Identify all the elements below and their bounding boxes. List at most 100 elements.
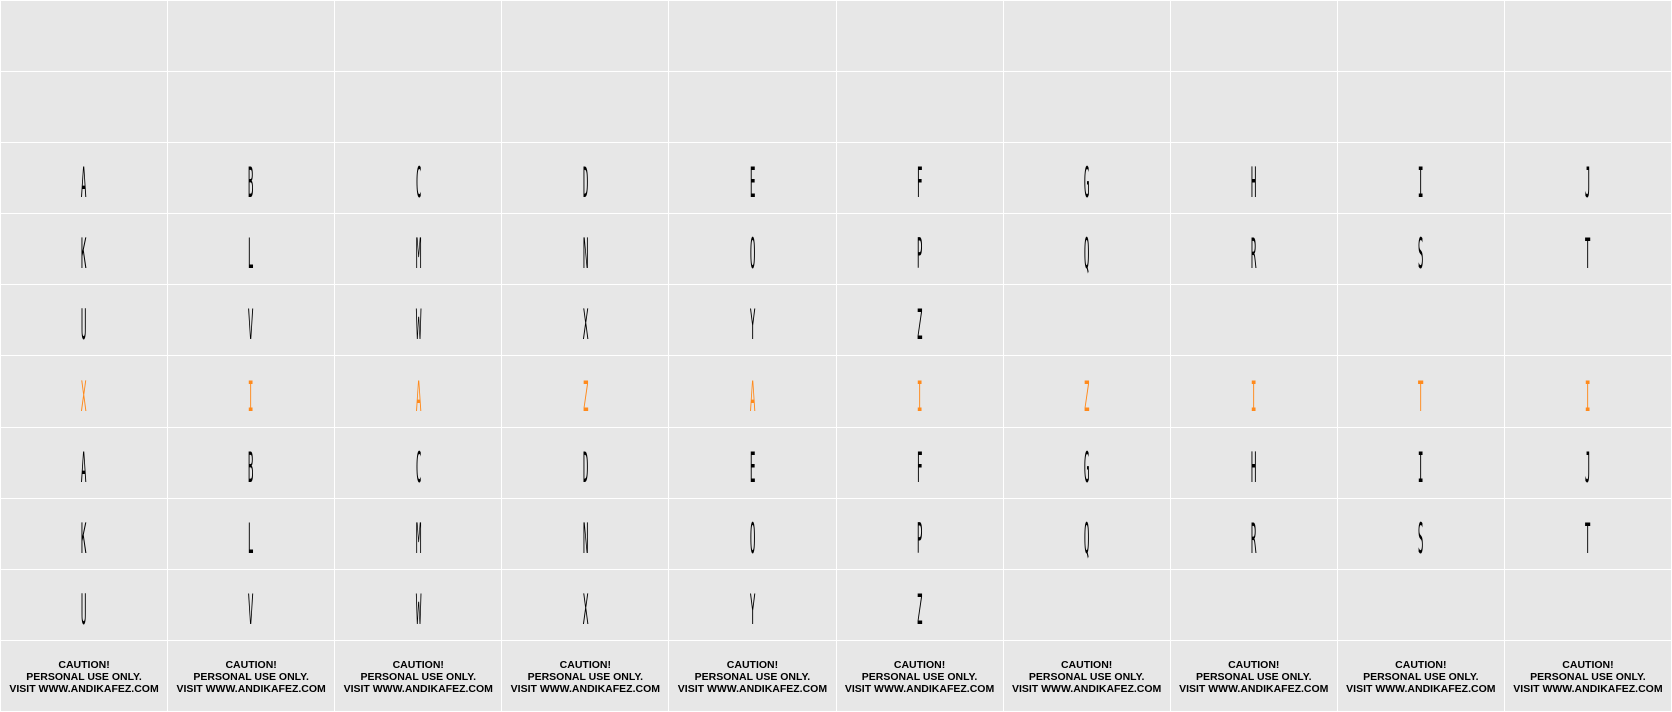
caution-line3: VISIT WWW.ANDIKAFEZ.COM	[1346, 682, 1496, 695]
glyph-cell: I	[1337, 143, 1504, 214]
glyph-letter: V	[248, 584, 254, 634]
glyph-cell: F	[836, 143, 1003, 214]
glyph-letter: P	[916, 229, 923, 279]
glyph-cell: T	[1337, 356, 1504, 427]
empty-cell	[502, 1, 669, 72]
empty-cell	[1003, 1, 1170, 72]
glyph-cell	[1337, 285, 1504, 356]
glyph-cell	[1170, 285, 1337, 356]
glyph-cell: T	[1504, 498, 1671, 569]
caution-notice: CAUTION! PERSONAL USE ONLY. VISIT WWW.ANDI…	[1513, 657, 1662, 695]
accent-glyph: A	[749, 371, 756, 421]
glyph-letter: Y	[749, 584, 756, 634]
caution-line1: CAUTION!	[392, 658, 444, 671]
glyph-letter: B	[248, 442, 254, 492]
glyph-cell: Q	[1003, 214, 1170, 285]
glyph-letter: R	[1250, 513, 1257, 563]
glyph-letter: Z	[916, 584, 923, 634]
glyph-cell: H	[1170, 143, 1337, 214]
glyph-cell: A	[1, 143, 168, 214]
glyph-cell: A	[335, 356, 502, 427]
glyph-cell: V	[168, 569, 335, 640]
glyph-letter: O	[749, 513, 756, 563]
glyph-cell	[1504, 285, 1671, 356]
glyph-letter: G	[1083, 158, 1090, 208]
glyph-letter: T	[1585, 513, 1591, 563]
glyph-cell: A	[669, 356, 836, 427]
empty-cell	[335, 72, 502, 143]
caution-line3: VISIT WWW.ANDIKAFEZ.COM	[844, 682, 995, 695]
glyph-cell: Z	[502, 356, 669, 427]
glyph-cell: K	[1, 214, 168, 285]
glyph-letter: D	[582, 442, 589, 492]
glyph-cell: P	[836, 214, 1003, 285]
accent-glyph: X	[81, 371, 87, 421]
glyph-cell: L	[168, 498, 335, 569]
caution-line1: CAUTION!	[1562, 658, 1614, 671]
empty-cell	[836, 72, 1003, 143]
glyph-cell: S	[1337, 498, 1504, 569]
glyph-letter: H	[1250, 442, 1257, 492]
glyph-cell: D	[502, 143, 669, 214]
caution-line3: VISIT WWW.ANDIKAFEZ.COM	[1011, 682, 1162, 695]
glyph-cell	[1003, 285, 1170, 356]
caution-notice: CAUTION! PERSONAL USE ONLY. VISIT WWW.ANDI…	[1012, 657, 1161, 695]
caution-notice: CAUTION! PERSONAL USE ONLY. VISIT WWW.ANDI…	[176, 657, 325, 695]
caution-cell: CAUTION! PERSONAL USE ONLY. VISIT WWW.ANDI…	[1504, 640, 1671, 711]
caution-cell: CAUTION! PERSONAL USE ONLY. VISIT WWW.ANDI…	[669, 640, 836, 711]
glyph-cell: D	[502, 427, 669, 498]
caution-line3: VISIT WWW.ANDIKAFEZ.COM	[9, 682, 159, 695]
glyph-letter: E	[749, 442, 756, 492]
caution-line1: CAUTION!	[1228, 658, 1280, 671]
glyph-cell: X	[502, 285, 669, 356]
glyph-letter: V	[248, 300, 254, 350]
glyph-letter: T	[1585, 229, 1591, 279]
glyph-cell	[1337, 569, 1504, 640]
empty-cell	[502, 72, 669, 143]
glyph-letter: Z	[916, 300, 923, 350]
empty-cell	[669, 1, 836, 72]
glyph-letter: D	[582, 158, 589, 208]
glyph-cell: O	[669, 214, 836, 285]
glyph-cell: S	[1337, 214, 1504, 285]
glyph-letter: W	[415, 300, 422, 350]
empty-cell	[1, 72, 168, 143]
empty-cell	[168, 72, 335, 143]
accent-glyph: Z	[582, 371, 589, 421]
accent-glyph: I	[248, 371, 254, 421]
glyph-cell: Y	[669, 569, 836, 640]
glyph-letter: A	[81, 442, 87, 492]
glyph-cell	[1170, 569, 1337, 640]
glyph-cell: M	[335, 214, 502, 285]
glyph-cell: P	[836, 498, 1003, 569]
caution-cell: CAUTION! PERSONAL USE ONLY. VISIT WWW.ANDI…	[1, 640, 168, 711]
glyph-cell: F	[836, 427, 1003, 498]
caution-notice: CAUTION! PERSONAL USE ONLY. VISIT WWW.ANDI…	[511, 657, 660, 695]
glyph-cell: A	[1, 427, 168, 498]
glyph-cell: W	[335, 285, 502, 356]
accent-glyph: I	[1585, 371, 1591, 421]
glyph-letter: R	[1250, 229, 1257, 279]
glyph-letter: U	[81, 300, 87, 350]
glyph-letter: B	[248, 158, 254, 208]
accent-glyph: I	[1250, 371, 1257, 421]
empty-cell	[1, 1, 168, 72]
glyph-letter: H	[1250, 158, 1257, 208]
glyph-cell: R	[1170, 214, 1337, 285]
glyph-cell: X	[1, 356, 168, 427]
caution-line2: PERSONAL USE ONLY.	[26, 670, 142, 683]
glyph-letter: J	[1585, 442, 1591, 492]
glyph-cell: I	[168, 356, 335, 427]
glyph-cell: R	[1170, 498, 1337, 569]
caution-line3: VISIT WWW.ANDIKAFEZ.COM	[176, 682, 326, 695]
glyph-letter: P	[916, 513, 923, 563]
glyph-cell: G	[1003, 427, 1170, 498]
glyph-cell: Q	[1003, 498, 1170, 569]
glyph-cell: M	[335, 498, 502, 569]
glyph-letter: C	[415, 158, 422, 208]
glyph-letter: A	[81, 158, 87, 208]
glyph-cell: Z	[836, 569, 1003, 640]
glyph-letter: N	[582, 229, 589, 279]
glyph-cell: J	[1504, 427, 1671, 498]
glyph-letter: J	[1585, 158, 1591, 208]
